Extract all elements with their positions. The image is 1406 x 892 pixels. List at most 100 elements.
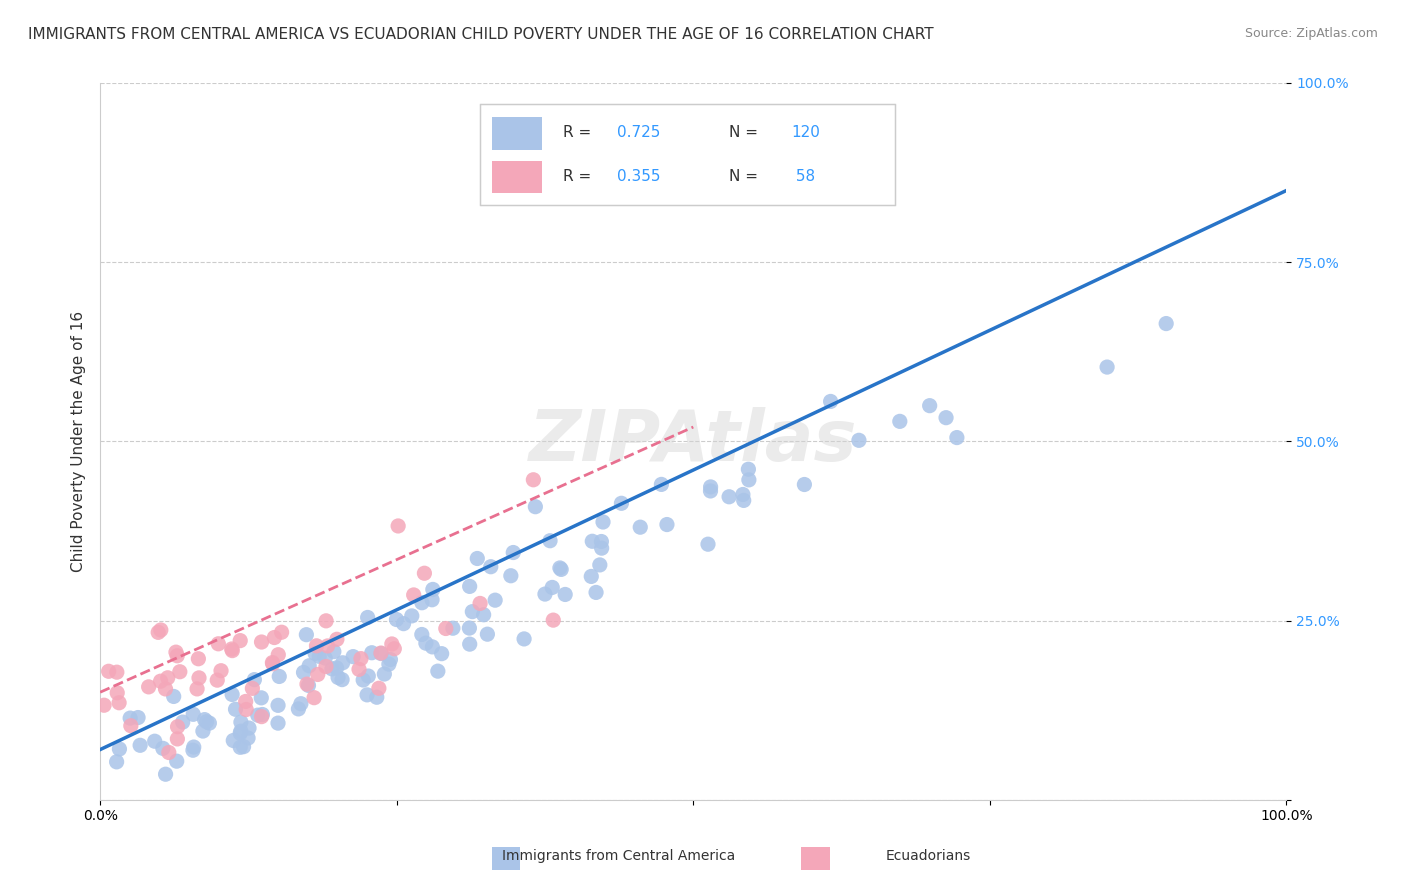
Point: [541, 613, 564, 627]
Point: [426, 664, 449, 678]
Point: [585, 585, 607, 599]
Point: [381, 637, 404, 651]
Point: [650, 477, 672, 491]
Point: [352, 673, 374, 687]
Point: [270, 625, 292, 640]
Point: [918, 399, 941, 413]
Point: [267, 716, 290, 731]
Point: [155, 767, 177, 781]
Point: [378, 657, 401, 672]
Point: [458, 579, 481, 593]
Point: [307, 667, 329, 681]
Point: [149, 623, 172, 637]
Point: [538, 533, 561, 548]
Point: [522, 473, 544, 487]
Text: IMMIGRANTS FROM CENTRAL AMERICA VS ECUADORIAN CHILD POVERTY UNDER THE AGE OF 16 : IMMIGRANTS FROM CENTRAL AMERICA VS ECUAD…: [28, 27, 934, 42]
Point: [411, 596, 433, 610]
Point: [262, 657, 284, 671]
Point: [315, 659, 337, 673]
Text: Source: ZipAtlas.com: Source: ZipAtlas.com: [1244, 27, 1378, 40]
Point: [697, 537, 720, 551]
Point: [610, 496, 633, 510]
Point: [290, 697, 312, 711]
Y-axis label: Child Poverty Under the Age of 16: Child Poverty Under the Age of 16: [72, 310, 86, 572]
Point: [326, 632, 349, 647]
Point: [889, 414, 911, 428]
Point: [269, 669, 291, 683]
Point: [292, 665, 315, 680]
Point: [434, 622, 457, 636]
Point: [243, 673, 266, 687]
Point: [332, 656, 354, 670]
Point: [194, 713, 217, 727]
Point: [581, 534, 603, 549]
Point: [357, 669, 380, 683]
Point: [198, 716, 221, 731]
Point: [479, 559, 502, 574]
Point: [157, 746, 180, 760]
Point: [360, 646, 382, 660]
Point: [430, 647, 453, 661]
Point: [267, 698, 290, 713]
Point: [350, 651, 373, 665]
Point: [186, 681, 208, 696]
Point: [387, 519, 409, 533]
Point: [166, 720, 188, 734]
Point: [181, 707, 204, 722]
Point: [793, 477, 815, 491]
Point: [302, 690, 325, 705]
Point: [465, 551, 488, 566]
Point: [308, 649, 330, 664]
Point: [326, 670, 349, 684]
Point: [262, 656, 284, 670]
Point: [305, 639, 328, 653]
Point: [191, 724, 214, 739]
Point: [468, 597, 491, 611]
Point: [422, 640, 444, 654]
Point: [411, 627, 433, 641]
Point: [108, 696, 131, 710]
Point: [129, 739, 152, 753]
Point: [347, 662, 370, 676]
Point: [156, 671, 179, 685]
Point: [229, 715, 252, 730]
Point: [373, 667, 395, 681]
Point: [187, 652, 209, 666]
Point: [738, 473, 761, 487]
Point: [166, 731, 188, 746]
Point: [207, 637, 229, 651]
Point: [441, 621, 464, 635]
Point: [458, 621, 481, 635]
Point: [591, 541, 613, 556]
Text: Immigrants from Central America: Immigrants from Central America: [502, 849, 735, 863]
Point: [477, 627, 499, 641]
Point: [718, 490, 741, 504]
Point: [550, 562, 572, 576]
Point: [207, 673, 229, 687]
Point: [330, 673, 353, 687]
Point: [267, 648, 290, 662]
Point: [166, 754, 188, 768]
Point: [524, 500, 547, 514]
Point: [316, 639, 339, 653]
Point: [235, 702, 257, 716]
Point: [120, 711, 142, 725]
Point: [105, 665, 128, 680]
Point: [105, 755, 128, 769]
Point: [420, 592, 443, 607]
Point: [581, 569, 603, 583]
Point: [322, 644, 344, 658]
Point: [225, 702, 247, 716]
Point: [356, 688, 378, 702]
Point: [541, 581, 564, 595]
Point: [148, 625, 170, 640]
Point: [263, 631, 285, 645]
Point: [183, 740, 205, 755]
Point: [232, 739, 254, 754]
Point: [108, 742, 131, 756]
Point: [356, 610, 378, 624]
Point: [169, 665, 191, 679]
Point: [229, 633, 252, 648]
Point: [366, 690, 388, 705]
Point: [737, 462, 759, 476]
